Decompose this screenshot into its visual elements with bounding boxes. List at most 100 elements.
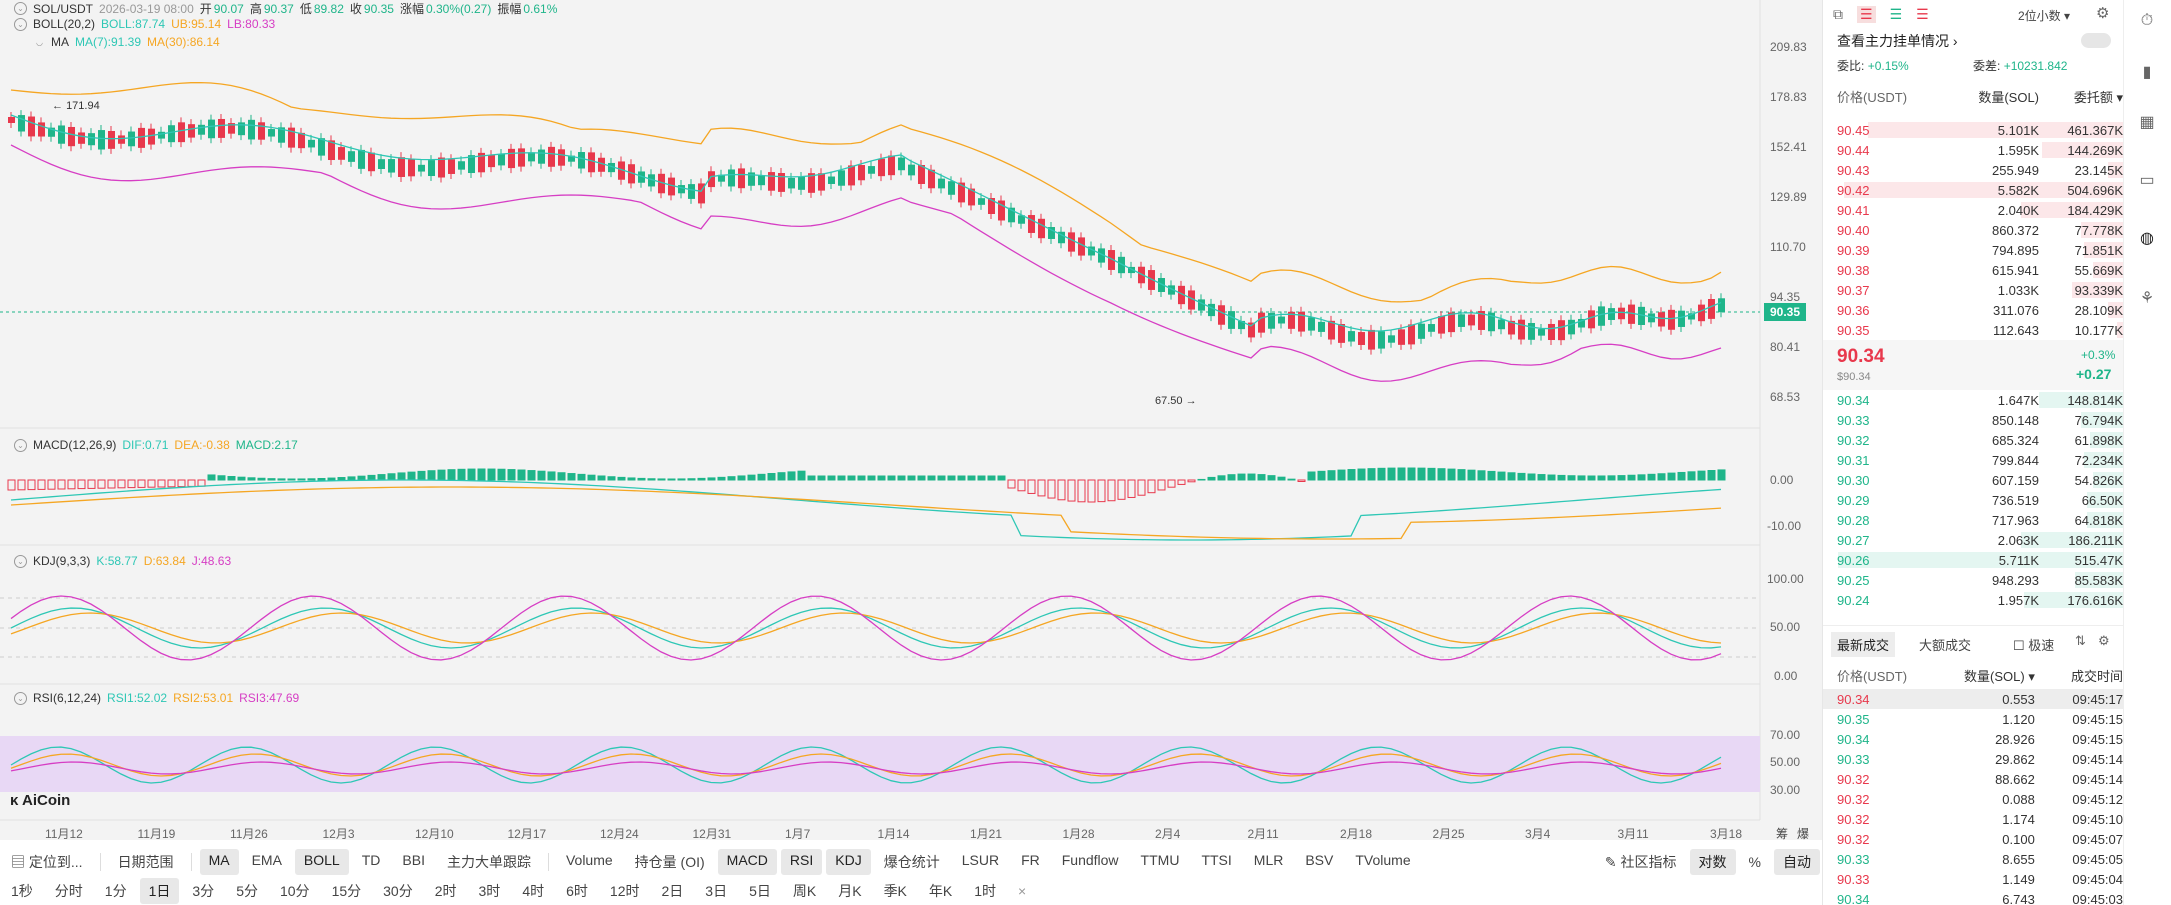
- sub-indicator-item[interactable]: Volume: [565, 852, 613, 868]
- indicator-td[interactable]: TD: [361, 852, 381, 868]
- collapse-icon[interactable]: ⌄: [14, 554, 27, 568]
- chart-area[interactable]: ⌄ SOL/USDT 2026-03-19 08:00 开 90.07 高 90.3…: [0, 0, 1822, 841]
- sub-indicator-item[interactable]: 持仓量 (OI): [634, 854, 705, 870]
- settings-icon[interactable]: ⚙: [2096, 5, 2110, 22]
- sub-indicator-item[interactable]: 爆仓统计: [883, 854, 940, 870]
- orderbook-asks-icon[interactable]: ☰: [1916, 6, 1929, 22]
- chip-distribution-label[interactable]: 筹: [1776, 827, 1789, 841]
- kline-chart-svg[interactable]: [0, 0, 1822, 840]
- interval-1日[interactable]: 1日: [139, 877, 180, 904]
- interval-3分[interactable]: 3分: [192, 882, 215, 899]
- main-orders-toggle[interactable]: [2081, 33, 2111, 48]
- sub-indicator-item[interactable]: BSV: [1305, 852, 1334, 868]
- interval-2时[interactable]: 2时: [434, 882, 457, 899]
- ask-row[interactable]: 90.42 5.582K 504.696K: [1823, 180, 2123, 200]
- collapse-icon[interactable]: ⌄: [14, 17, 27, 31]
- macd-legend[interactable]: ⌄ MACD(12,26,9) DIF:0.71 DEA:-0.38 MACD:…: [14, 438, 298, 452]
- collapse-icon[interactable]: ⌄: [14, 691, 27, 705]
- sub-indicator-item[interactable]: MACD: [717, 849, 777, 875]
- bid-row[interactable]: 90.25 948.293 85.583K: [1823, 570, 2123, 590]
- sub-indicator-item[interactable]: RSI: [780, 849, 823, 875]
- clock-icon[interactable]: ⏱: [2140, 12, 2154, 29]
- interval-3日[interactable]: 3日: [705, 882, 728, 899]
- bid-row[interactable]: 90.27 2.063K 186.211K: [1823, 530, 2123, 550]
- interval-4时[interactable]: 4时: [522, 882, 545, 899]
- log-scale-button[interactable]: 对数: [1689, 849, 1736, 875]
- indicator-boll[interactable]: BOLL: [294, 849, 349, 875]
- orderbook-bids-icon[interactable]: ☰: [1889, 6, 1903, 22]
- sub-indicator-item[interactable]: TVolume: [1355, 852, 1411, 868]
- sub-indicator-item[interactable]: MLR: [1253, 852, 1284, 868]
- fast-mode-checkbox[interactable]: ☐ 极速: [2013, 638, 2055, 653]
- percent-scale-button[interactable]: %: [1748, 854, 1761, 870]
- ask-row[interactable]: 90.44 1.595K 144.269K: [1823, 140, 2123, 160]
- sub-indicator-item[interactable]: TTSI: [1201, 852, 1232, 868]
- col-total[interactable]: 委托额 ▾: [2073, 89, 2123, 105]
- ask-row[interactable]: 90.40 860.372 77.778K: [1823, 220, 2123, 240]
- interval-15分[interactable]: 15分: [331, 882, 362, 899]
- settings-icon[interactable]: ⚙: [2098, 633, 2110, 648]
- close-interval-button[interactable]: ×: [1018, 882, 1027, 899]
- card-icon[interactable]: ▭: [2139, 172, 2155, 189]
- ask-row[interactable]: 90.35 112.643 10.177K: [1823, 320, 2123, 340]
- interval-1分[interactable]: 1分: [104, 882, 127, 899]
- indicator-ma[interactable]: MA: [199, 849, 239, 875]
- interval-年K[interactable]: 年K: [928, 882, 953, 899]
- orderbook-both-icon[interactable]: ☰: [1857, 6, 1876, 23]
- ma-legend[interactable]: ◡ MA MA(7):91.39 MA(30):86.14: [34, 35, 220, 49]
- auto-scale-button[interactable]: 自动: [1774, 849, 1820, 875]
- bid-row[interactable]: 90.28 717.963 64.818K: [1823, 510, 2123, 530]
- interval-周K[interactable]: 周K: [792, 882, 817, 899]
- bid-row[interactable]: 90.26 5.711K 515.47K: [1823, 550, 2123, 570]
- bid-row[interactable]: 90.24 1.957K 176.616K: [1823, 590, 2123, 610]
- interval-5分[interactable]: 5分: [236, 882, 258, 899]
- ask-row[interactable]: 90.41 2.040K 184.429K: [1823, 200, 2123, 220]
- robot-icon[interactable]: ◍: [2140, 230, 2154, 247]
- date-range-button[interactable]: 日期范围: [117, 854, 174, 870]
- bid-row[interactable]: 90.34 1.647K 148.814K: [1823, 390, 2123, 410]
- sub-indicator-item[interactable]: LSUR: [961, 852, 1000, 868]
- ask-row[interactable]: 90.39 794.895 71.851K: [1823, 240, 2123, 260]
- candle-icon[interactable]: ▮: [2142, 64, 2152, 81]
- indicator-主力大单跟踪[interactable]: 主力大单跟踪: [446, 854, 531, 870]
- interval-30分[interactable]: 30分: [383, 882, 413, 899]
- kdj-legend[interactable]: ⌄ KDJ(9,3,3) K:58.77 D:63.84 J:48.63: [14, 554, 231, 568]
- interval-季K[interactable]: 季K: [883, 882, 907, 899]
- sub-indicator-item[interactable]: Fundflow: [1061, 852, 1119, 868]
- interval-12时[interactable]: 12时: [609, 882, 640, 899]
- sub-indicator-item[interactable]: KDJ: [826, 849, 871, 875]
- rsi-legend[interactable]: ⌄ RSI(6,12,24) RSI1:52.02 RSI2:53.01 RSI…: [14, 691, 299, 705]
- layout-icon[interactable]: ⧉: [1833, 6, 1843, 22]
- filter-icon[interactable]: ⇅: [2075, 633, 2086, 648]
- bid-row[interactable]: 90.33 850.148 76.794K: [1823, 410, 2123, 430]
- collapse-icon[interactable]: ⌄: [14, 2, 27, 15]
- hide-icon[interactable]: ◡: [36, 37, 43, 47]
- interval-1时[interactable]: 1时: [974, 882, 997, 899]
- bid-row[interactable]: 90.31 799.844 72.234K: [1823, 450, 2123, 470]
- interval-6时[interactable]: 6时: [566, 882, 588, 899]
- interval-1秒[interactable]: 1秒: [11, 882, 33, 899]
- boll-legend[interactable]: ⌄ BOLL(20,2) BOLL:87.74 UB:95.14 LB:80.3…: [14, 17, 275, 31]
- share-icon[interactable]: ⚘: [2139, 290, 2155, 307]
- indicator-bbi[interactable]: BBI: [402, 852, 425, 868]
- interval-3时[interactable]: 3时: [478, 882, 501, 899]
- precision-select[interactable]: 2位小数 ▾: [2018, 7, 2070, 24]
- interval-5日[interactable]: 5日: [749, 882, 771, 899]
- interval-2日[interactable]: 2日: [661, 882, 684, 899]
- bid-row[interactable]: 90.32 685.324 61.898K: [1823, 430, 2123, 450]
- col-qty[interactable]: 数量(SOL) ▾: [1964, 668, 2035, 684]
- main-orders-link[interactable]: 查看主力挂单情况 ›: [1837, 33, 1958, 49]
- liquidation-label[interactable]: 爆: [1797, 827, 1810, 841]
- bid-row[interactable]: 90.30 607.159 54.826K: [1823, 470, 2123, 490]
- ask-row[interactable]: 90.37 1.033K 93.339K: [1823, 280, 2123, 300]
- sub-indicator-item[interactable]: TTMU: [1140, 852, 1180, 868]
- collapse-icon[interactable]: ⌄: [14, 438, 27, 452]
- chart-icon[interactable]: ▦: [2139, 114, 2155, 131]
- interval-分时[interactable]: 分时: [54, 882, 83, 899]
- sub-indicator-item[interactable]: FR: [1021, 852, 1040, 868]
- tab-latest-trades[interactable]: 最新成交: [1831, 632, 1896, 657]
- tab-large-trades[interactable]: 大额成交: [1919, 638, 1972, 653]
- indicator-ema[interactable]: EMA: [251, 852, 282, 868]
- ask-row[interactable]: 90.36 311.076 28.109K: [1823, 300, 2123, 320]
- bid-row[interactable]: 90.29 736.519 66.50K: [1823, 490, 2123, 510]
